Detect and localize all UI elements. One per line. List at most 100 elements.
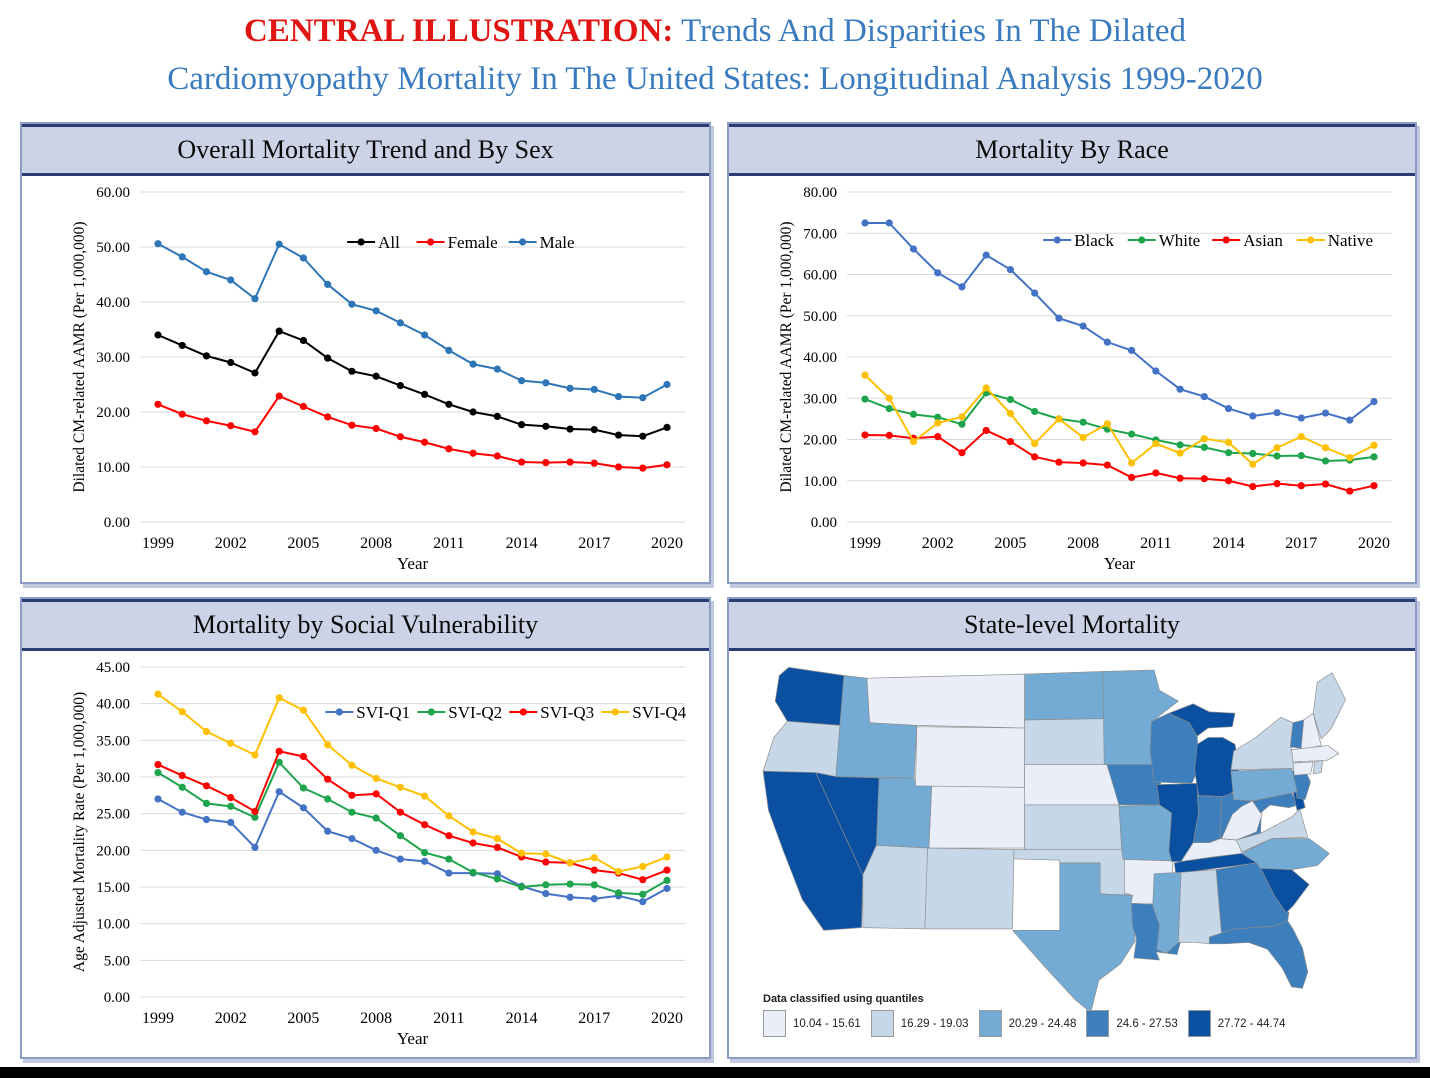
data-point-All — [614, 431, 623, 439]
mortality-by-race-chart: 0.00 10.00 20.00 30.00 40.00 50.00 60.00 70.00 8… — [729, 176, 1415, 577]
data-point-SVI-Q1 — [566, 893, 574, 901]
data-point-All — [421, 390, 429, 398]
legend-item-Male: Male — [508, 233, 575, 252]
data-point-Black — [861, 219, 869, 227]
x-tick-label: 2002 — [922, 535, 954, 552]
data-point-Asian — [1006, 437, 1015, 446]
data-point-White — [1006, 395, 1015, 404]
data-point-All — [154, 331, 162, 339]
legend-item-Native: Native — [1296, 231, 1373, 250]
series-line-Male — [157, 242, 668, 399]
data-point-Black — [1273, 409, 1281, 417]
data-point-SVI-Q2 — [639, 890, 647, 898]
data-point-All — [275, 327, 283, 335]
data-point-SVI-Q3 — [445, 832, 453, 840]
data-point-Black — [909, 245, 918, 253]
x-tick-label: 2017 — [578, 1010, 610, 1027]
data-point-SVI-Q4 — [566, 859, 574, 867]
data-point-All — [251, 369, 259, 377]
data-point-All — [324, 354, 332, 362]
data-point-All — [542, 422, 550, 430]
data-point-Female — [517, 458, 526, 466]
data-point-Asian — [1176, 474, 1184, 482]
data-point-SVI-Q3 — [590, 866, 598, 874]
data-point-Female — [299, 402, 308, 411]
data-point-SVI-Q3 — [275, 747, 283, 755]
data-point-Black — [1006, 265, 1015, 274]
panel-mortality-by-svi: Mortality by Social Vulnerability 0.00 5.… — [20, 597, 711, 1059]
mortality-by-svi-chart: 0.00 5.00 10.00 15.00 20.00 25.00 30.00 35.00 40… — [22, 651, 709, 1052]
x-tick-label: 2008 — [360, 1010, 392, 1027]
series-line-Native — [864, 374, 1375, 466]
x-tick-label: 2020 — [651, 1010, 683, 1027]
data-point-SVI-Q3 — [639, 876, 647, 884]
data-point-Native — [1321, 444, 1330, 452]
data-point-Female — [566, 458, 574, 466]
state-NM — [924, 847, 1015, 930]
state-NC — [1241, 838, 1330, 870]
data-point-SVI-Q2 — [663, 876, 671, 884]
svg-text:SVI-Q2: SVI-Q2 — [448, 703, 502, 722]
y-tick-label: 10.00 — [96, 460, 130, 476]
data-point-Female — [639, 464, 647, 472]
panel-title-state-level-mortality: State-level Mortality — [729, 599, 1415, 651]
data-point-All — [227, 358, 235, 367]
data-point-Asian — [1103, 461, 1111, 469]
y-tick-label: 0.00 — [104, 515, 130, 531]
y-tick-label: 10.00 — [803, 474, 837, 490]
figure-title-line1: Trends And Disparities In The Dilated — [673, 13, 1187, 49]
data-point-Female — [324, 413, 332, 421]
data-point-Male — [202, 268, 211, 276]
data-point-SVI-Q1 — [590, 895, 598, 903]
data-point-Native — [909, 437, 918, 446]
legend-item-SVI-Q2: SVI-Q2 — [417, 703, 502, 722]
map-legend-note: Data classified using quantiles — [763, 993, 924, 1005]
map-legend-row: 10.04 - 15.61 16.29 - 19.03 20.29 - 24.48 2… — [763, 1010, 1286, 1037]
data-point-Male — [372, 307, 380, 315]
map-legend-swatch — [763, 1010, 786, 1037]
data-point-Native — [1273, 444, 1281, 452]
map-legend-item-4: 24.6 - 27.53 — [1086, 1010, 1178, 1037]
map-legend-label: 10.04 - 15.61 — [793, 1017, 861, 1030]
x-tick-label: 2014 — [506, 535, 538, 552]
data-point-Native — [861, 371, 869, 379]
legend-item-SVI-Q4: SVI-Q4 — [601, 703, 687, 722]
data-point-SVI-Q1 — [542, 890, 550, 898]
data-point-Female — [202, 417, 211, 425]
x-tick-label: 2017 — [578, 535, 610, 552]
data-point-Black — [1031, 289, 1039, 297]
panel-title-mortality-by-svi: Mortality by Social Vulnerability — [22, 599, 709, 651]
y-tick-label: 40.00 — [96, 697, 130, 713]
svg-text:Male: Male — [540, 233, 575, 252]
y-tick-label: 40.00 — [96, 295, 130, 311]
panel-mortality-by-race: Mortality By Race 0.00 10.00 20.00 30.00 40.… — [727, 122, 1417, 584]
data-point-SVI-Q2 — [202, 799, 211, 807]
data-point-Male — [421, 331, 429, 339]
state-AL — [1178, 869, 1222, 945]
data-point-SVI-Q1 — [445, 869, 453, 877]
data-point-Male — [445, 346, 453, 354]
data-point-Female — [614, 463, 623, 471]
x-tick-label: 2020 — [651, 535, 683, 552]
data-point-Black — [1370, 397, 1378, 406]
map-legend-label: 27.72 - 44.74 — [1217, 1017, 1286, 1030]
data-point-All — [469, 408, 477, 416]
map-legend-swatch — [870, 1010, 894, 1037]
map-legend-label: 16.29 - 19.03 — [900, 1017, 969, 1030]
data-point-White — [885, 404, 893, 413]
y-tick-label: 0.00 — [811, 515, 837, 531]
data-point-Native — [1224, 438, 1233, 446]
data-point-White — [1079, 418, 1087, 426]
data-point-Black — [958, 283, 966, 291]
x-tick-label: 2020 — [1358, 535, 1390, 552]
svg-text:SVI-Q4: SVI-Q4 — [632, 703, 686, 722]
data-point-Asian — [1249, 482, 1257, 491]
svg-text:All: All — [378, 233, 400, 252]
data-point-Male — [590, 385, 598, 394]
data-point-Native — [1200, 435, 1208, 443]
data-point-Female — [372, 424, 380, 433]
us-map-svg — [762, 667, 1346, 1013]
data-point-Asian — [885, 431, 893, 439]
series-line-SVI-Q2 — [157, 760, 668, 896]
data-point-SVI-Q4 — [421, 792, 429, 800]
